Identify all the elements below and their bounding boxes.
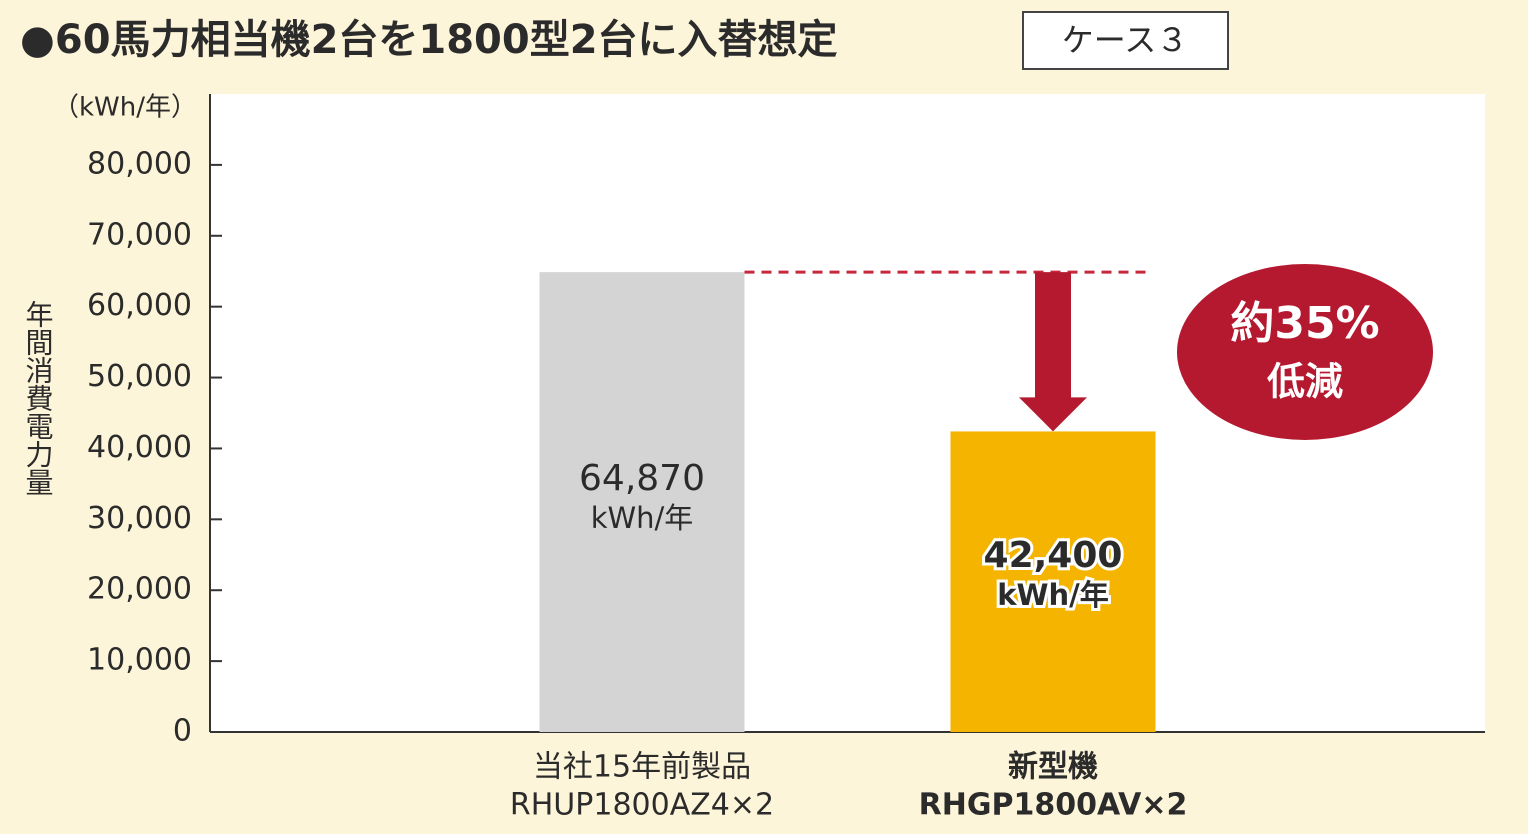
badge: ケース３	[1062, 21, 1188, 59]
annotation-badge	[1177, 264, 1433, 440]
y-axis-label: 年間消費電力量	[22, 300, 55, 496]
x-tick-label: RHUP1800AZ4×2	[510, 788, 774, 823]
y-tick-label: 70,000	[87, 217, 192, 252]
y-unit-label: （kWh/年）	[53, 93, 197, 123]
annotation: 約35%	[1230, 298, 1379, 349]
y-tick-label: 0	[173, 714, 192, 749]
y-tick-label: 10,000	[87, 643, 192, 678]
arrow	[1019, 272, 1087, 432]
x-tick-label: RHGP1800AV×2	[919, 788, 1188, 823]
x-tick-label: 新型機	[1008, 750, 1098, 785]
y-tick-label: 20,000	[87, 572, 192, 607]
y-tick-label: 80,000	[87, 146, 192, 181]
value-unit: kWh/年	[997, 578, 1109, 612]
bar	[950, 431, 1156, 732]
y-tick-label: 60,000	[87, 288, 192, 323]
chart-title: ●60馬力相当機2台を1800型2台に入替想定	[20, 17, 838, 63]
value-label: 42,400	[984, 535, 1123, 576]
y-tick-label: 40,000	[87, 430, 192, 465]
x-tick-label: 当社15年前製品	[533, 750, 751, 785]
bar	[539, 272, 745, 732]
annotation: 低減	[1267, 360, 1343, 404]
y-tick-label: 50,000	[87, 359, 192, 394]
value-label: 64,870	[579, 458, 705, 499]
value-unit: kWh/年	[591, 501, 694, 535]
y-tick-label: 30,000	[87, 501, 192, 536]
badge-box	[1022, 11, 1229, 70]
